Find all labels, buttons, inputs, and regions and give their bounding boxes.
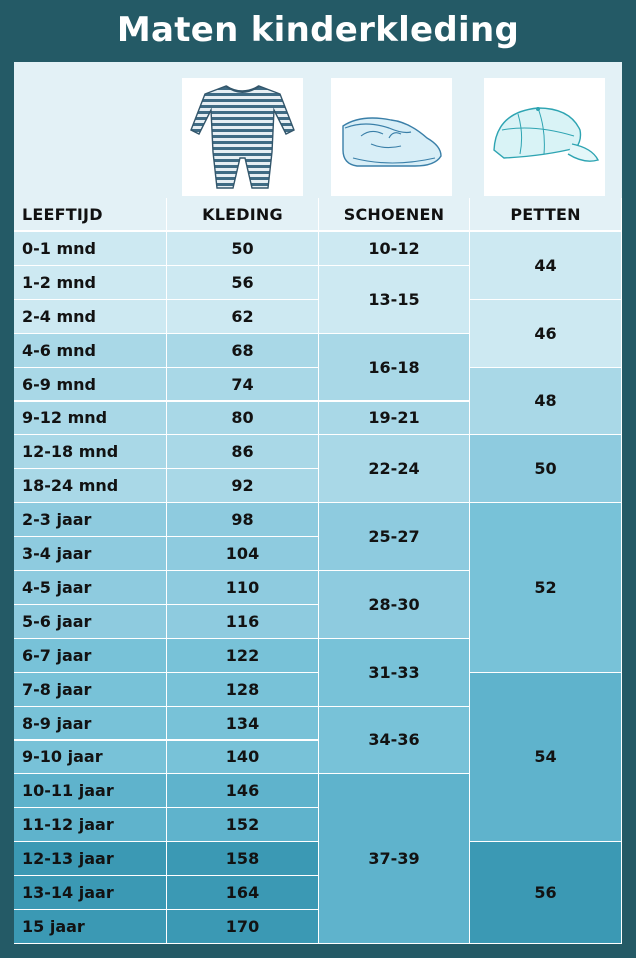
- cap-size-cell: 44: [470, 232, 622, 300]
- cap-size-cell: 46: [470, 299, 622, 368]
- clothing-size-cell: 110: [167, 571, 319, 605]
- clothing-size-cell: 104: [167, 537, 319, 571]
- age-cell: 3-4 jaar: [14, 537, 167, 571]
- clothing-size-cell: 128: [167, 672, 319, 707]
- age-cell: 0-1 mnd: [14, 232, 167, 266]
- shoe-size-cell: 16-18: [319, 333, 470, 402]
- age-cell: 4-6 mnd: [14, 333, 167, 368]
- cap-size-cell: 52: [470, 503, 622, 673]
- age-cell: 9-12 mnd: [14, 401, 167, 436]
- clothing-size-cell: 62: [167, 299, 319, 334]
- age-cell: 6-7 jaar: [14, 638, 167, 673]
- shoe-size-cell: 19-21: [319, 401, 470, 436]
- clothing-size-cell: 158: [167, 842, 319, 877]
- age-cell: 5-6 jaar: [14, 604, 167, 639]
- clothing-size-cell: 140: [167, 740, 319, 775]
- age-cell: 1-2 mnd: [14, 265, 167, 300]
- clothing-size-cell: 122: [167, 638, 319, 673]
- header-petten: PETTEN: [470, 198, 622, 231]
- age-cell: 11-12 jaar: [14, 808, 167, 843]
- age-cell: 2-4 mnd: [14, 299, 167, 334]
- clothing-size-cell: 134: [167, 706, 319, 741]
- age-cell: 10-11 jaar: [14, 774, 167, 809]
- shoe-size-cell: 13-15: [319, 265, 470, 334]
- shoe-size-cell: 34-36: [319, 706, 470, 775]
- cap-size-cell: 50: [470, 435, 622, 504]
- page-title: Maten kinderkleding: [116, 10, 520, 50]
- clothing-size-cell: 164: [167, 876, 319, 910]
- cap-size-cell: 48: [470, 367, 622, 436]
- shoe-size-cell: 37-39: [319, 774, 470, 944]
- shoe-size-cell: 25-27: [319, 503, 470, 571]
- shoe-size-cell: 22-24: [319, 435, 470, 504]
- age-cell: 15 jaar: [14, 910, 167, 944]
- cap-image: [484, 78, 605, 196]
- age-cell: 9-10 jaar: [14, 740, 167, 775]
- shoe-size-cell: 31-33: [319, 638, 470, 707]
- clothing-size-cell: 74: [167, 367, 319, 402]
- baby-shoe-image: [331, 78, 452, 196]
- age-cell: 13-14 jaar: [14, 876, 167, 910]
- clothing-size-cell: 68: [167, 333, 319, 368]
- clothing-size-cell: 56: [167, 265, 319, 300]
- age-cell: 2-3 jaar: [14, 503, 167, 538]
- header-leeftijd: LEEFTIJD: [14, 198, 167, 231]
- age-cell: 4-5 jaar: [14, 571, 167, 605]
- clothing-size-cell: 86: [167, 435, 319, 470]
- age-cell: 12-13 jaar: [14, 842, 167, 877]
- onesie-image: [182, 78, 303, 196]
- cap-size-cell: 56: [470, 842, 622, 944]
- cap-size-cell: 54: [470, 672, 622, 843]
- clothing-size-cell: 170: [167, 910, 319, 944]
- age-cell: 7-8 jaar: [14, 672, 167, 707]
- clothing-size-cell: 80: [167, 401, 319, 436]
- clothing-size-cell: 92: [167, 469, 319, 504]
- shoe-size-cell: 28-30: [319, 571, 470, 639]
- age-cell: 12-18 mnd: [14, 435, 167, 470]
- clothing-size-cell: 50: [167, 232, 319, 266]
- header-schoenen: SCHOENEN: [319, 198, 470, 231]
- age-cell: 18-24 mnd: [14, 469, 167, 504]
- age-cell: 8-9 jaar: [14, 706, 167, 741]
- clothing-size-cell: 152: [167, 808, 319, 843]
- clothing-size-cell: 98: [167, 503, 319, 538]
- size-table: LEEFTIJD KLEDING SCHOENEN PETTEN 0-1 mnd…: [14, 62, 622, 944]
- clothing-size-cell: 146: [167, 774, 319, 809]
- header-kleding: KLEDING: [167, 198, 319, 231]
- clothing-size-cell: 116: [167, 604, 319, 639]
- shoe-size-cell: 10-12: [319, 232, 470, 266]
- age-cell: 6-9 mnd: [14, 367, 167, 402]
